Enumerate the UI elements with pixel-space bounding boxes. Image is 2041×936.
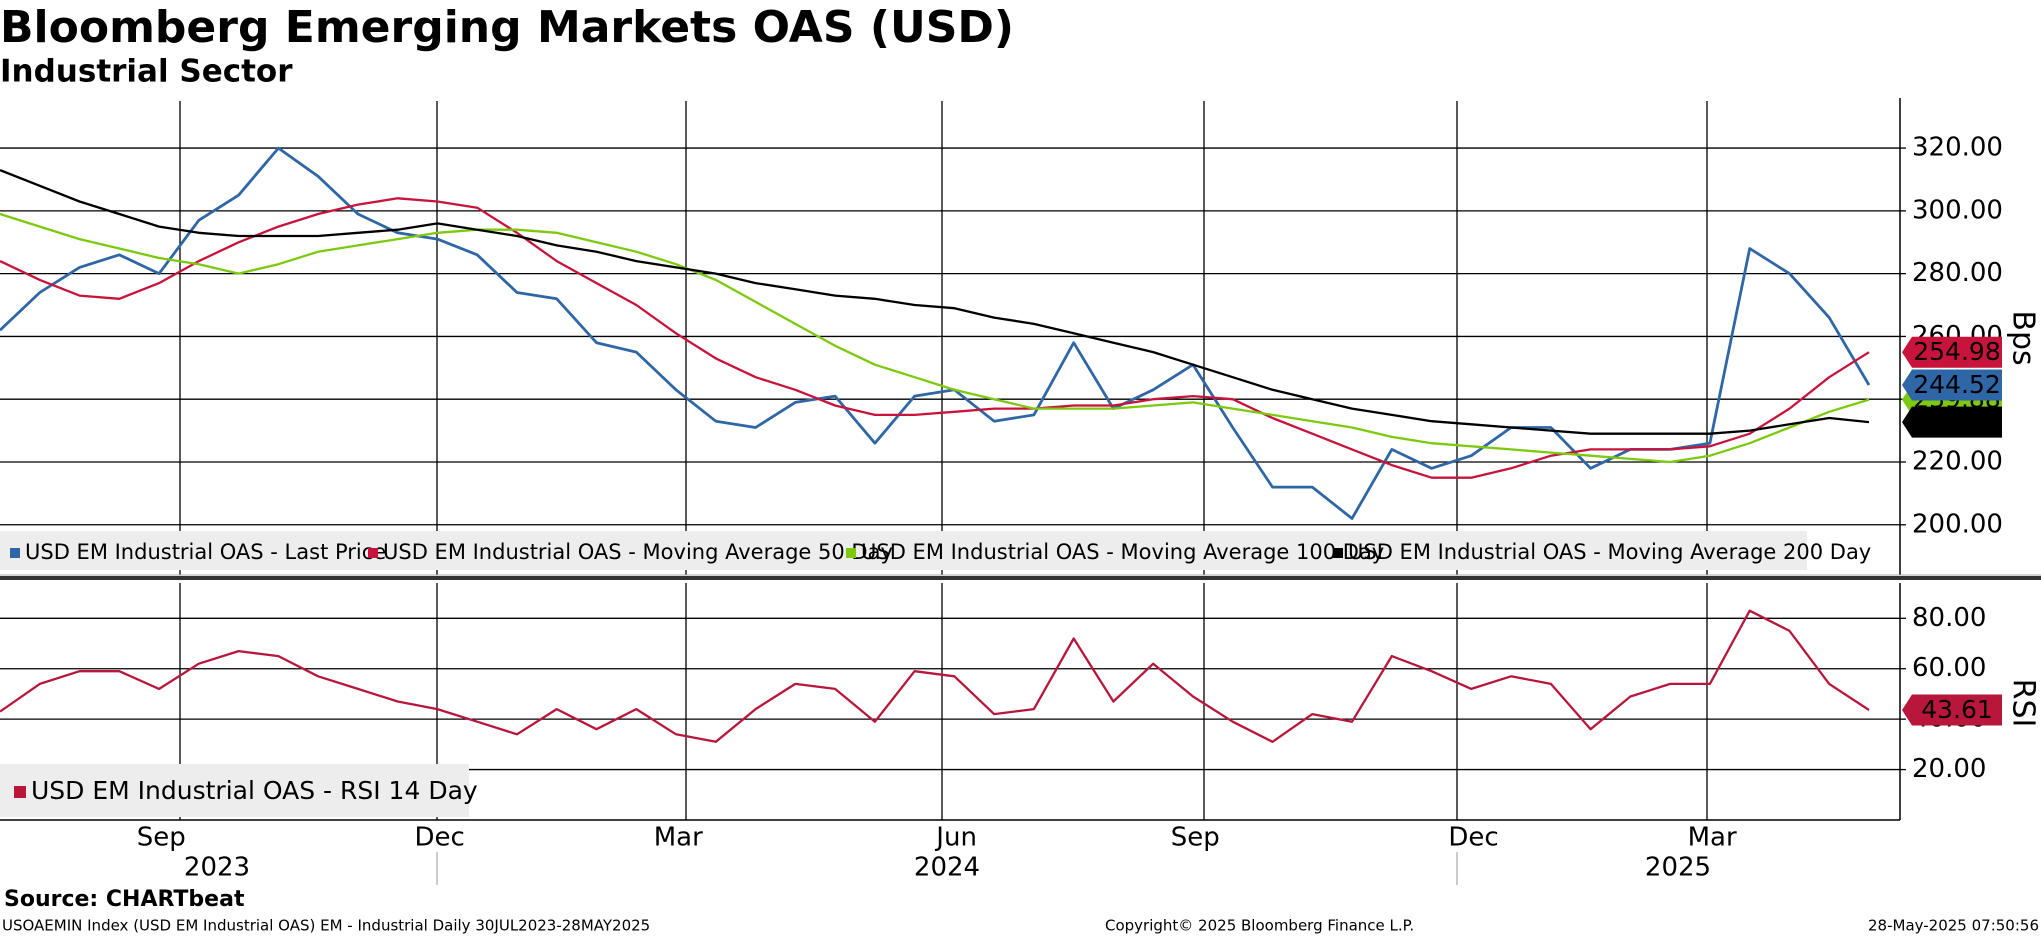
last-value-tag: [1902, 336, 2002, 368]
series-line: [0, 197, 1870, 479]
chart-title: Bloomberg Emerging Markets OAS (USD): [0, 2, 1014, 53]
legend-label: USD EM Industrial OAS - RSI 14 Day: [31, 776, 478, 805]
x-tick-label: Dec: [1448, 823, 1498, 853]
legend-label: USD EM Industrial OAS - Moving Average 5…: [383, 540, 893, 564]
series-line: [0, 169, 1870, 435]
x-tick-label: Mar: [1688, 823, 1737, 853]
source: Source: CHARTbeat: [4, 887, 245, 912]
legend-swatch: [1333, 548, 1343, 558]
series-line: [0, 212, 1870, 464]
last-value-tag: [1902, 694, 2002, 726]
last-value-tag: [1902, 406, 2002, 438]
legend-box: [0, 531, 1807, 570]
legend-swatch: [368, 548, 378, 558]
last-value-label: 244.52: [1913, 370, 2000, 399]
y-tick-label: 80.00: [1912, 603, 1986, 633]
description: USOAEMIN Index (USD EM Industrial OAS) E…: [2, 917, 650, 935]
legend-swatch: [10, 548, 20, 558]
legend-label: USD EM Industrial OAS - Moving Average 1…: [861, 540, 1384, 564]
legend-label: USD EM Industrial OAS - Last Price: [25, 540, 386, 564]
legend-box: [0, 764, 469, 817]
x-tick-label: Sep: [137, 823, 186, 853]
series-line: [0, 609, 1870, 743]
last-value-label: 232.70: [1913, 407, 2000, 436]
legend-swatch: [846, 548, 856, 558]
x-tick-label: Mar: [654, 823, 703, 853]
y-tick-label: 220.00: [1912, 446, 2003, 476]
x-tick-label: Dec: [415, 823, 465, 853]
chart-subtitle: Industrial Sector: [0, 54, 293, 90]
y-tick-label: 300.00: [1912, 195, 2003, 225]
x-year-label: 2024: [914, 853, 980, 883]
copyright: Copyright© 2025 Bloomberg Finance L.P.: [1105, 917, 1414, 935]
last-value-label: 254.98: [1913, 337, 2000, 366]
series-line: [0, 146, 1871, 520]
y-axis-label: Bps: [2006, 310, 2041, 365]
legend-label: USD EM Industrial OAS - Moving Average 2…: [1348, 540, 1871, 564]
x-year-label: 2025: [1645, 853, 1711, 883]
y-tick-label: 280.00: [1912, 258, 2003, 288]
x-year-label: 2023: [184, 853, 250, 883]
last-value-label: 43.61: [1921, 695, 1993, 724]
y-tick-label: 20.00: [1912, 754, 1986, 784]
x-tick-label: Sep: [1171, 823, 1220, 853]
timestamp: 28-May-2025 07:50:56: [1868, 917, 2039, 935]
legend-swatch: [14, 786, 26, 798]
y-tick-label: 200.00: [1912, 509, 2003, 539]
y-axis-label: RSI: [2006, 679, 2041, 728]
x-tick-label: Jun: [934, 823, 977, 853]
last-value-tag: [1902, 369, 2002, 401]
y-tick-label: 60.00: [1912, 653, 1986, 683]
y-tick-label: 320.00: [1912, 133, 2003, 163]
